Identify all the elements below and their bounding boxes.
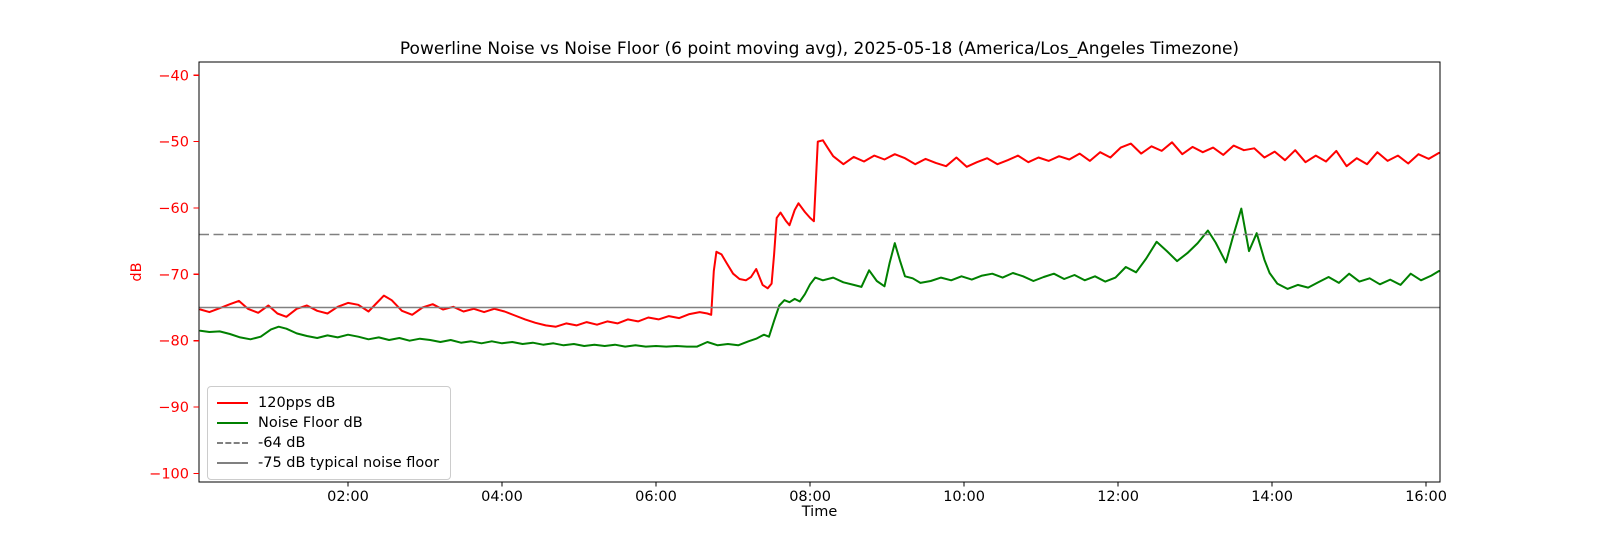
legend: 120pps dB Noise Floor dB -64 dB -75 dB typi… bbox=[207, 386, 452, 480]
legend-label: Noise Floor dB bbox=[258, 415, 363, 431]
axes-box bbox=[198, 61, 1441, 483]
x-tick-label: 04:00 bbox=[481, 489, 523, 505]
y-tick-label: −80 bbox=[158, 334, 189, 350]
legend-item: -75 dB typical noise floor bbox=[217, 453, 439, 473]
x-tick-label: 12:00 bbox=[1097, 489, 1139, 505]
legend-label: 120pps dB bbox=[258, 395, 336, 411]
legend-label: -75 dB typical noise floor bbox=[258, 455, 440, 471]
x-tick-label: 08:00 bbox=[789, 489, 831, 505]
legend-item: Noise Floor dB bbox=[217, 413, 439, 433]
legend-label: -64 dB bbox=[258, 435, 306, 451]
series-line-1 bbox=[199, 207, 1440, 348]
y-tick-label: −50 bbox=[158, 135, 189, 151]
chart-title: Powerline Noise vs Noise Floor (6 point … bbox=[399, 39, 1240, 59]
legend-item: 120pps dB bbox=[217, 393, 439, 413]
x-tick-label: 06:00 bbox=[635, 489, 677, 505]
legend-swatch-line bbox=[217, 462, 248, 464]
x-tick-label: 02:00 bbox=[327, 489, 369, 505]
legend-swatch-line bbox=[217, 402, 248, 404]
x-tick-label: 16:00 bbox=[1405, 489, 1447, 505]
y-tick-label: −60 bbox=[158, 201, 189, 217]
x-tick-label: 14:00 bbox=[1251, 489, 1293, 505]
y-tick-label: −90 bbox=[158, 400, 189, 416]
y-tick-label: −70 bbox=[158, 267, 189, 283]
y-tick-label: −40 bbox=[158, 68, 189, 84]
legend-swatch-dashed-line bbox=[217, 442, 248, 444]
x-axis-label: Time bbox=[801, 504, 838, 520]
y-axis-label: dB bbox=[129, 262, 145, 282]
legend-item: -64 dB bbox=[217, 433, 439, 453]
y-tick-label: −100 bbox=[149, 466, 189, 482]
x-tick-label: 10:00 bbox=[943, 489, 985, 505]
series-line-0 bbox=[199, 139, 1440, 328]
legend-swatch-line bbox=[217, 422, 248, 424]
